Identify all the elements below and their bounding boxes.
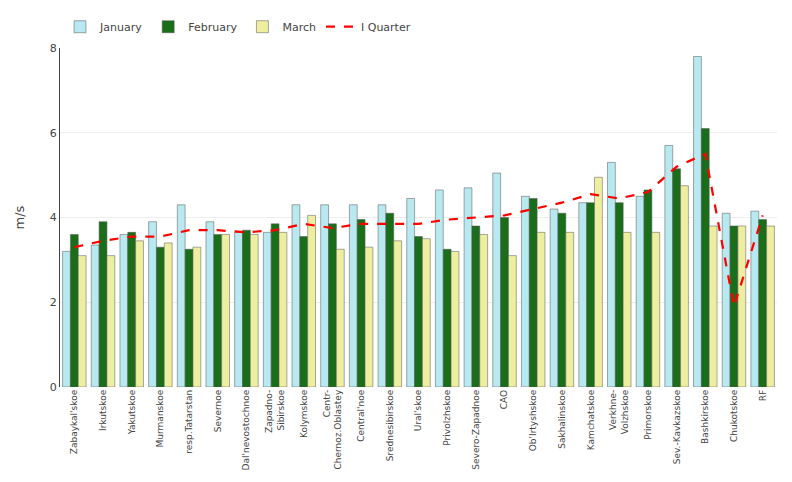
svg-text:Kolymskoe: Kolymskoe: [299, 389, 309, 438]
svg-text:Ob'Irtyshskoe: Ob'Irtyshskoe: [528, 389, 538, 451]
svg-text:Srednesibirskoe: Srednesibirskoe: [385, 389, 395, 461]
svg-text:4: 4: [50, 211, 57, 224]
svg-text:Sev.-Kavkazskoe: Sev.-Kavkazskoe: [672, 389, 682, 464]
svg-text:Yakutskoe: Yakutskoe: [127, 389, 137, 435]
svg-text:Privolzhskoe: Privolzhskoe: [442, 389, 452, 445]
svg-text:2: 2: [50, 296, 57, 309]
svg-text:February: February: [188, 21, 237, 34]
svg-text:CAO: CAO: [499, 390, 509, 409]
svg-text:resp.Tatarstan: resp.Tatarstan: [184, 390, 194, 454]
svg-text:Sakhalinskoe: Sakhalinskoe: [557, 389, 567, 448]
svg-text:Centr-Chernoz.Oblastey: Centr-Chernoz.Oblastey: [322, 389, 344, 469]
svg-text:Murmanskoe: Murmanskoe: [155, 389, 165, 447]
svg-text:Ural'skoe: Ural'skoe: [413, 389, 423, 431]
svg-text:6: 6: [50, 127, 57, 140]
svg-text:Chukotskoe: Chukotskoe: [729, 389, 739, 442]
svg-text:Primorskoe: Primorskoe: [643, 389, 653, 440]
svg-text:Severnoe: Severnoe: [213, 389, 223, 432]
svg-text:m/s: m/s: [12, 205, 27, 229]
svg-text:January: January: [99, 21, 142, 34]
svg-text:8: 8: [50, 42, 57, 55]
svg-text:Zabaykal'skoe: Zabaykal'skoe: [69, 389, 79, 454]
svg-text:Dal'nevostochnoe: Dal'nevostochnoe: [241, 389, 251, 470]
svg-text:Bashkirskoe: Bashkirskoe: [700, 389, 710, 444]
svg-text:Severo-Zapadnoe: Severo-Zapadnoe: [471, 389, 481, 469]
svg-text:Zapadno-Sibirskoe: Zapadno-Sibirskoe: [264, 389, 286, 433]
svg-text:March: March: [282, 21, 316, 34]
svg-text:Kamchatskoe: Kamchatskoe: [586, 389, 596, 450]
svg-text:Verkhne-Volzhskoe: Verkhne-Volzhskoe: [608, 389, 630, 434]
svg-text:RF: RF: [758, 390, 768, 401]
svg-text:Irkutskoe: Irkutskoe: [98, 389, 108, 431]
svg-text:I Quarter: I Quarter: [361, 21, 411, 34]
svg-text:0: 0: [50, 381, 57, 394]
svg-text:Central'noe: Central'noe: [356, 389, 366, 441]
